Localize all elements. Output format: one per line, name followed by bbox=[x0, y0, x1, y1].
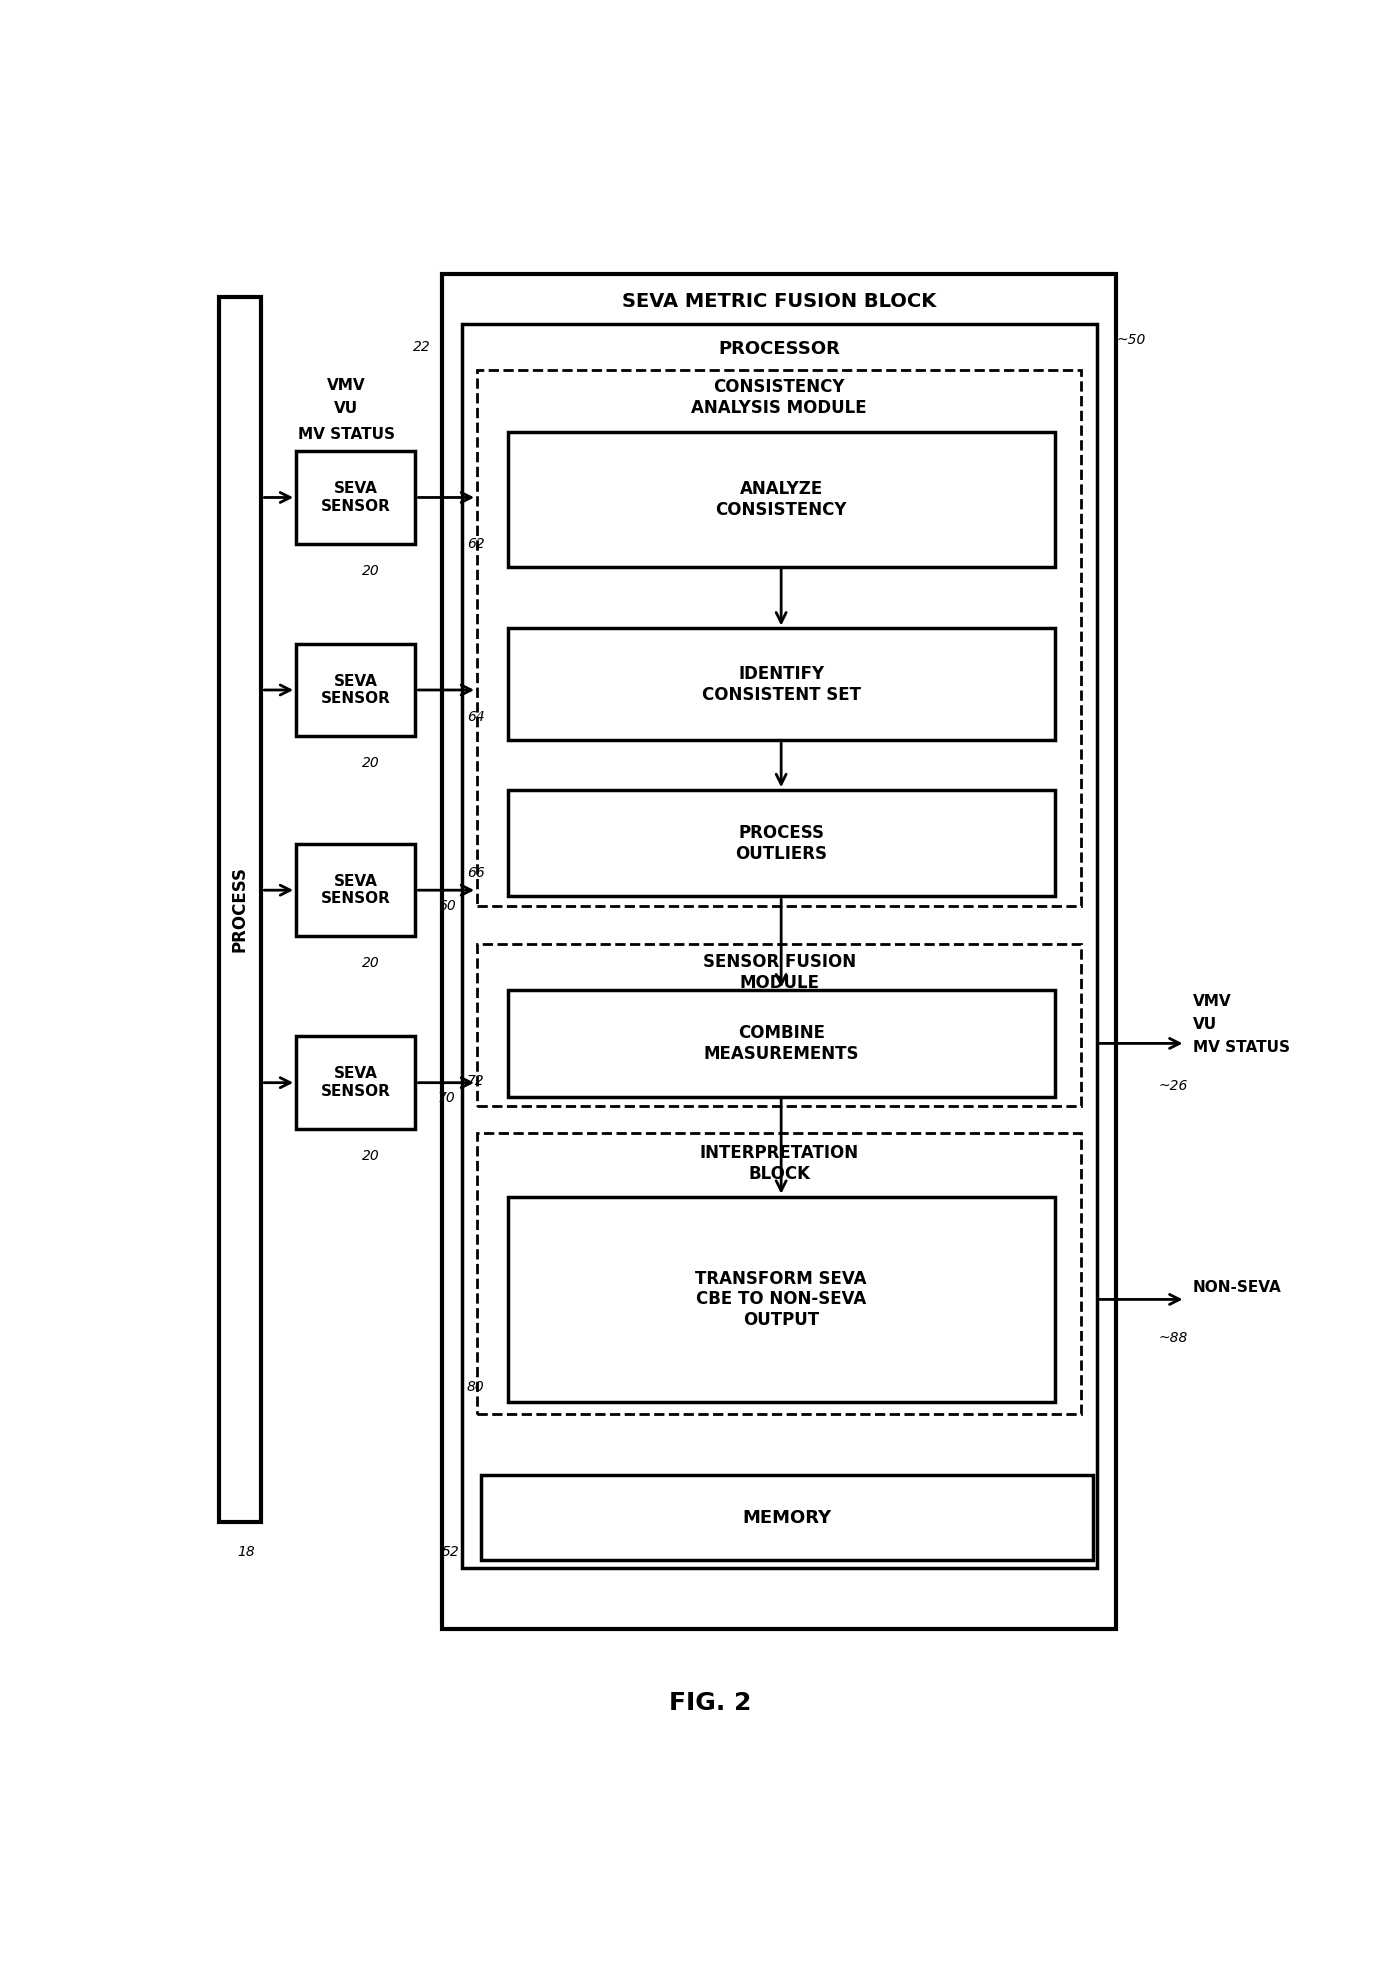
Bar bbox=[481, 1475, 1094, 1559]
Bar bbox=[507, 628, 1055, 740]
Text: 18: 18 bbox=[237, 1546, 255, 1559]
Text: PROCESS: PROCESS bbox=[231, 866, 249, 953]
Text: SEVA METRIC FUSION BLOCK: SEVA METRIC FUSION BLOCK bbox=[622, 291, 937, 310]
Text: 20: 20 bbox=[362, 564, 380, 577]
Text: IDENTIFY
CONSISTENT SET: IDENTIFY CONSISTENT SET bbox=[701, 664, 861, 703]
Text: VU: VU bbox=[1193, 1017, 1217, 1031]
Text: 66: 66 bbox=[467, 866, 485, 880]
Text: SEVA
SENSOR: SEVA SENSOR bbox=[320, 1066, 391, 1100]
Text: 52: 52 bbox=[442, 1546, 459, 1559]
Bar bbox=[462, 324, 1096, 1567]
Bar bbox=[219, 297, 262, 1522]
Bar bbox=[477, 1133, 1081, 1414]
Bar bbox=[507, 990, 1055, 1096]
Bar bbox=[477, 945, 1081, 1106]
Text: 20: 20 bbox=[362, 756, 380, 770]
Text: 20: 20 bbox=[362, 956, 380, 970]
Text: PROCESSOR: PROCESSOR bbox=[718, 340, 840, 357]
Bar bbox=[442, 275, 1116, 1630]
Bar bbox=[297, 1037, 416, 1129]
Text: SEVA
SENSOR: SEVA SENSOR bbox=[320, 674, 391, 707]
Text: 62: 62 bbox=[467, 536, 485, 550]
Text: 80: 80 bbox=[467, 1381, 485, 1394]
Text: ANALYZE
CONSISTENCY: ANALYZE CONSISTENCY bbox=[715, 479, 847, 518]
Bar bbox=[297, 644, 416, 736]
Text: 70: 70 bbox=[438, 1092, 456, 1106]
Text: TRANSFORM SEVA
CBE TO NON-SEVA
OUTPUT: TRANSFORM SEVA CBE TO NON-SEVA OUTPUT bbox=[696, 1269, 866, 1330]
Text: VMV: VMV bbox=[1193, 994, 1232, 1009]
Bar bbox=[507, 790, 1055, 896]
Text: SEVA
SENSOR: SEVA SENSOR bbox=[320, 481, 391, 515]
Bar bbox=[297, 452, 416, 544]
Text: MV STATUS: MV STATUS bbox=[1193, 1039, 1290, 1055]
Text: VMV: VMV bbox=[327, 379, 366, 393]
Text: CONSISTENCY
ANALYSIS MODULE: CONSISTENCY ANALYSIS MODULE bbox=[692, 377, 868, 416]
Text: MV STATUS: MV STATUS bbox=[298, 426, 395, 442]
Text: 72: 72 bbox=[467, 1074, 485, 1088]
Text: 60: 60 bbox=[438, 900, 456, 913]
Text: 22: 22 bbox=[413, 340, 431, 354]
Text: PROCESS
OUTLIERS: PROCESS OUTLIERS bbox=[735, 823, 827, 862]
Bar bbox=[477, 371, 1081, 905]
Bar bbox=[507, 1196, 1055, 1402]
Text: 20: 20 bbox=[362, 1149, 380, 1163]
Text: FIG. 2: FIG. 2 bbox=[669, 1691, 751, 1715]
Text: NON-SEVA: NON-SEVA bbox=[1193, 1281, 1282, 1296]
Text: ~50: ~50 bbox=[1116, 332, 1145, 346]
Text: ~88: ~88 bbox=[1159, 1332, 1188, 1345]
Text: VU: VU bbox=[334, 401, 358, 416]
Text: INTERPRETATION
BLOCK: INTERPRETATION BLOCK bbox=[700, 1145, 859, 1182]
Bar bbox=[297, 845, 416, 937]
Text: 64: 64 bbox=[467, 709, 485, 725]
Text: MEMORY: MEMORY bbox=[743, 1508, 832, 1526]
Text: ~26: ~26 bbox=[1159, 1078, 1188, 1092]
Text: SEVA
SENSOR: SEVA SENSOR bbox=[320, 874, 391, 905]
Text: SENSOR FUSION
MODULE: SENSOR FUSION MODULE bbox=[703, 953, 855, 992]
Text: COMBINE
MEASUREMENTS: COMBINE MEASUREMENTS bbox=[704, 1023, 859, 1063]
Bar bbox=[507, 432, 1055, 568]
